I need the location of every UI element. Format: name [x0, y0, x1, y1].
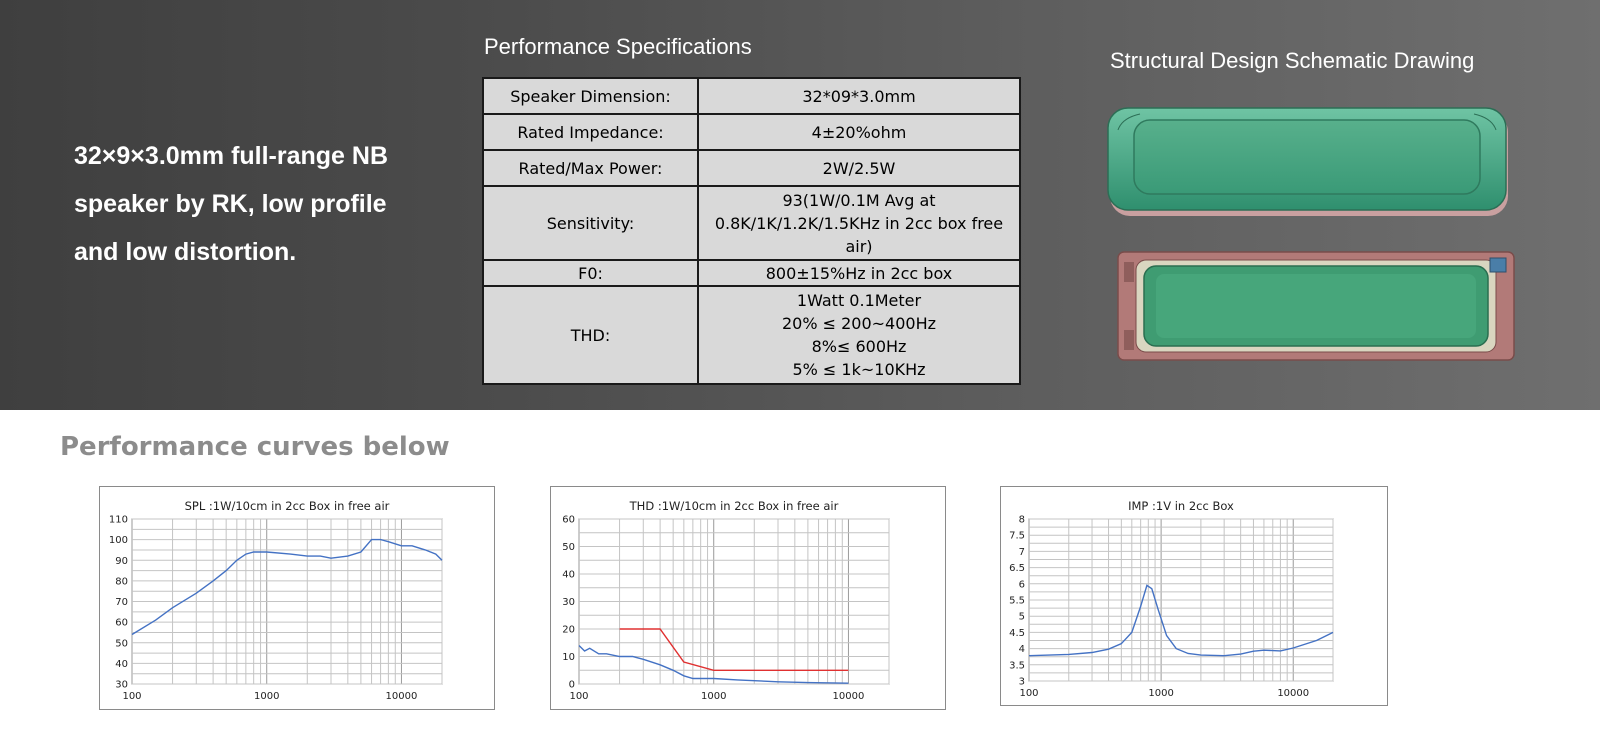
spec-row: Sensitivity: 93(1W/0.1M Avg at 0.8K/1K/1.2… — [482, 185, 1021, 261]
curves-title: Performance curves below — [60, 432, 450, 462]
spec-label: Speaker Dimension: — [482, 77, 699, 115]
spec-row: Rated Impedance: 4±20%ohm — [482, 113, 1021, 151]
spec-value: 4±20%ohm — [697, 113, 1021, 151]
thd-chart: 0 10 20 30 40 50 60 100 1000 10000 THD :1W/10cm in… — [562, 499, 890, 702]
y-tick-label: 20 — [562, 625, 575, 636]
description-line-1: 32×9×3.0mm full-range NB — [74, 142, 389, 170]
y-tick-label: 5 — [1019, 612, 1025, 623]
schematic-title: Structural Design Schematic Drawing — [1110, 48, 1475, 73]
spec-value: 32*09*3.0mm — [697, 77, 1021, 115]
y-tick-label: 10 — [562, 652, 575, 663]
spec-row: F0: 800±15%Hz in 2cc box — [482, 259, 1021, 287]
series-line — [131, 538, 443, 636]
spec-value-line: 1Watt 0.1Meter — [796, 291, 922, 310]
spec-value-line: 0.8K/1K/1.2K/1.5KHz in 2cc box free — [714, 213, 1004, 233]
x-tick-label: 1000 — [701, 691, 726, 702]
spec-label: Rated Impedance: — [482, 113, 699, 151]
y-tick-label: 60 — [115, 618, 128, 629]
y-tick-label: 6 — [1019, 579, 1025, 590]
spec-value-line: 8%≤ 600Hz — [811, 337, 907, 356]
imp-chart-panel: 3 3.5 4 4.5 5 5.5 6 6.5 7 7.5 8 100 1000 10000 IMP :1V… — [1000, 486, 1388, 706]
x-tick-label: 100 — [569, 691, 588, 702]
series-line — [619, 628, 849, 671]
description-line-3: and low distortion. — [74, 238, 297, 266]
y-tick-label: 0 — [569, 680, 575, 691]
imp-chart: 3 3.5 4 4.5 5 5.5 6 6.5 7 7.5 8 100 1000 10000 IMP :1V… — [1009, 499, 1334, 699]
y-tick-label: 100 — [109, 535, 128, 546]
y-tick-label: 40 — [562, 570, 575, 581]
y-tick-label: 30 — [115, 680, 128, 691]
spec-value-line: 800±15%Hz in 2cc box — [765, 263, 953, 283]
y-tick-label: 80 — [115, 576, 128, 587]
spec-row: THD: 1Watt 0.1Meter 20% ≤ 200~400Hz 8%≤ 600… — [482, 285, 1021, 385]
x-tick-label: 1000 — [1148, 688, 1173, 699]
y-tick-label: 3.5 — [1009, 660, 1025, 671]
y-tick-label: 110 — [109, 515, 128, 526]
y-tick-label: 3 — [1019, 677, 1025, 688]
spec-label: THD: — [482, 285, 699, 385]
y-tick-label: 30 — [562, 597, 575, 608]
spec-value: 93(1W/0.1M Avg at 0.8K/1K/1.2K/1.5KHz in … — [697, 185, 1021, 261]
spl-chart-panel: 30 40 50 60 70 80 90 100 110 100 1000 10000 SPL :1W/… — [99, 486, 495, 710]
y-tick-label: 70 — [115, 597, 128, 608]
y-tick-label: 60 — [562, 515, 575, 526]
spec-value: 2W/2.5W — [697, 149, 1021, 187]
product-description: 32×9×3.0mm full-range NB speaker by RK, … — [74, 132, 454, 276]
spec-value-line: 4±20%ohm — [811, 122, 907, 142]
spec-row: Rated/Max Power: 2W/2.5W — [482, 149, 1021, 187]
series-line — [1028, 584, 1334, 657]
spec-row: Speaker Dimension: 32*09*3.0mm — [482, 77, 1021, 115]
y-tick-label: 7.5 — [1009, 531, 1025, 542]
x-tick-label: 100 — [122, 691, 141, 702]
spec-value: 1Watt 0.1Meter 20% ≤ 200~400Hz 8%≤ 600Hz 5%… — [697, 285, 1021, 385]
spec-value: 800±15%Hz in 2cc box — [697, 259, 1021, 287]
chart-title: THD :1W/10cm in 2cc Box in free air — [629, 499, 839, 513]
spl-chart: 30 40 50 60 70 80 90 100 110 100 1000 10000 SPL :1W/… — [109, 499, 443, 702]
chart-title: SPL :1W/10cm in 2cc Box in free air — [185, 499, 390, 513]
y-tick-label: 50 — [562, 542, 575, 553]
spec-label: Rated/Max Power: — [482, 149, 699, 187]
spec-value-line: 93(1W/0.1M Avg at — [782, 190, 936, 210]
spec-value-line: 5% ≤ 1k~10KHz — [792, 360, 926, 379]
speaker-top-view — [1107, 107, 1508, 216]
thd-chart-panel: 0 10 20 30 40 50 60 100 1000 10000 THD :1W/10cm in… — [550, 486, 946, 710]
spec-value-line: 32*09*3.0mm — [802, 86, 916, 106]
y-tick-label: 4 — [1019, 644, 1025, 655]
spec-table: Speaker Dimension: 32*09*3.0mm Rated Imped… — [482, 77, 1021, 385]
chart-title: IMP :1V in 2cc Box — [1128, 499, 1234, 513]
y-tick-label: 6.5 — [1009, 563, 1025, 574]
y-tick-label: 50 — [115, 638, 128, 649]
x-tick-label: 10000 — [386, 691, 418, 702]
y-tick-label: 4.5 — [1009, 628, 1025, 639]
y-tick-label: 40 — [115, 659, 128, 670]
description-line-2: speaker by RK, low profile — [74, 190, 387, 218]
x-tick-label: 100 — [1019, 688, 1038, 699]
spec-title: Performance Specifications — [484, 34, 752, 59]
spec-label: Sensitivity: — [482, 185, 699, 261]
spec-label: F0: — [482, 259, 699, 287]
spec-value-line: air) — [845, 236, 873, 256]
spec-value-line: 20% ≤ 200~400Hz — [781, 314, 937, 333]
y-tick-label: 5.5 — [1009, 596, 1025, 607]
schematic-drawing — [1107, 107, 1515, 361]
x-tick-label: 10000 — [833, 691, 865, 702]
y-tick-label: 7 — [1019, 547, 1025, 558]
x-tick-label: 10000 — [1277, 688, 1309, 699]
spec-value-line: 2W/2.5W — [822, 158, 896, 178]
speaker-bottom-view — [1117, 251, 1515, 361]
y-tick-label: 90 — [115, 556, 128, 567]
x-tick-label: 1000 — [254, 691, 279, 702]
y-tick-label: 8 — [1019, 515, 1025, 526]
series-line — [578, 645, 849, 684]
